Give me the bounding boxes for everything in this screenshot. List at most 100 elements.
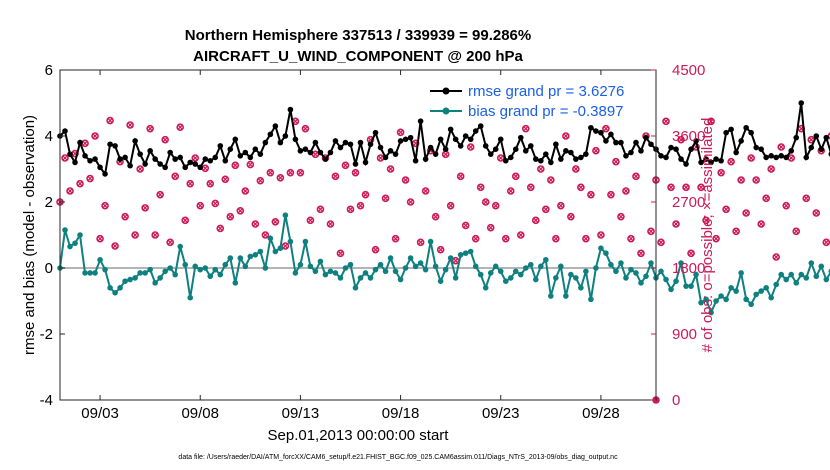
rmse-point	[512, 146, 519, 152]
obs-assimilated-marker	[352, 169, 359, 176]
obs-assimilated-marker	[663, 118, 669, 125]
rmse-point	[778, 153, 785, 159]
rmse-point	[793, 134, 800, 141]
obs-assimilated-marker	[252, 221, 259, 227]
y-tick-label: 0	[45, 260, 53, 277]
obs-assimilated-marker	[728, 158, 734, 165]
x-tick-label: 09/18	[382, 405, 420, 422]
rmse-point	[718, 157, 724, 164]
bias-point	[482, 285, 489, 291]
obs-assimilated-marker	[683, 184, 689, 191]
bias-point	[818, 263, 825, 270]
obs-possible-marker	[111, 242, 119, 250]
bias-point	[673, 278, 679, 285]
rmse-point	[62, 128, 68, 134]
bias-point	[187, 294, 194, 301]
bias-point	[467, 248, 474, 255]
rmse-point	[192, 161, 199, 167]
rmse-point	[287, 106, 294, 113]
obs-possible-marker	[792, 227, 801, 236]
y-tick-label: 2	[45, 194, 53, 211]
obs-assimilated-marker	[102, 202, 108, 209]
obs-assimilated-marker	[788, 155, 795, 161]
bias-point	[522, 265, 529, 271]
obs-assimilated-marker	[422, 188, 429, 194]
obs-assimilated-marker	[633, 173, 639, 180]
bias-point	[257, 248, 264, 255]
obs-possible-marker	[622, 187, 630, 195]
bias-point	[748, 301, 754, 308]
obs-assimilated-marker	[182, 217, 189, 224]
obs-assimilated-marker	[347, 206, 354, 213]
rmse-point	[803, 154, 810, 161]
legend-bias-marker	[442, 107, 450, 115]
bias-point	[252, 252, 259, 258]
bias-point	[487, 270, 494, 276]
obs-possible-marker	[211, 199, 220, 208]
bias-point	[117, 285, 123, 291]
obs-assimilated-marker	[532, 217, 539, 224]
obs-assimilated-marker	[402, 177, 409, 183]
obs-possible-marker	[486, 223, 495, 232]
rmse-point	[708, 159, 714, 166]
rmse-point	[232, 136, 239, 143]
obs-possible-marker	[216, 224, 225, 233]
obs-assimilated-marker	[583, 235, 589, 242]
obs-possible-marker	[141, 204, 149, 212]
obs-possible-marker	[672, 220, 680, 228]
obs-possible-marker	[381, 194, 390, 203]
obs-possible-marker	[702, 216, 710, 225]
bias-point	[222, 261, 229, 268]
bias-point	[568, 271, 574, 278]
bias-point	[773, 281, 780, 288]
rmse-point	[588, 124, 594, 131]
bias-point	[142, 270, 148, 276]
obs-possible-marker	[431, 212, 440, 221]
bias-point	[588, 296, 594, 303]
obs-assimilated-marker	[558, 202, 564, 209]
bias-point	[167, 265, 173, 271]
obs-assimilated-marker	[247, 161, 254, 168]
obs-assimilated-marker	[112, 243, 118, 249]
rmse-point	[643, 134, 649, 141]
obs-assimilated-marker	[658, 239, 664, 246]
obs-possible-marker	[557, 201, 565, 210]
obs-assimilated-marker	[162, 136, 169, 143]
obs-assimilated-marker	[733, 228, 739, 235]
rmse-point	[222, 157, 229, 164]
obs-assimilated-marker	[507, 188, 514, 194]
rmse-point	[182, 164, 189, 171]
data-file-footer: data file: /Users/raeder/DAI/ATM_forcXX/…	[178, 454, 618, 461]
obs-possible-marker	[181, 216, 190, 225]
obs-assimilated-marker	[307, 217, 314, 224]
obs-assimilated-marker	[357, 202, 364, 209]
bias-point	[337, 275, 344, 281]
bias-point	[92, 270, 98, 276]
obs-possible-marker	[386, 165, 395, 173]
bias-point	[598, 245, 604, 251]
y-right-tick-label: 4500	[672, 62, 705, 79]
obs-assimilated-marker	[282, 243, 289, 249]
rmse-point	[432, 151, 439, 157]
rmse-point	[117, 156, 123, 162]
obs-possible-marker	[461, 221, 470, 230]
obs-possible-marker	[161, 135, 169, 144]
obs-possible-marker	[251, 220, 260, 228]
rmse-point	[663, 154, 669, 161]
obs-assimilated-marker	[618, 213, 624, 220]
obs-possible-marker	[336, 249, 345, 258]
rmse-point	[788, 148, 795, 154]
bias-point	[808, 260, 815, 266]
obs-assimilated-marker	[457, 173, 464, 180]
bias-point	[392, 268, 399, 275]
obs-possible-marker	[121, 212, 129, 221]
obs-possible-marker	[712, 234, 720, 243]
rmse-point	[563, 148, 569, 154]
obs-assimilated-marker	[377, 155, 384, 161]
legend-bias-label: bias grand pr = -0.3897	[468, 103, 624, 120]
obs-assimilated-marker	[232, 162, 239, 169]
bias-point	[678, 260, 684, 266]
bias-point	[332, 270, 339, 276]
rmse-point	[107, 141, 113, 148]
rmse-point	[522, 148, 529, 154]
